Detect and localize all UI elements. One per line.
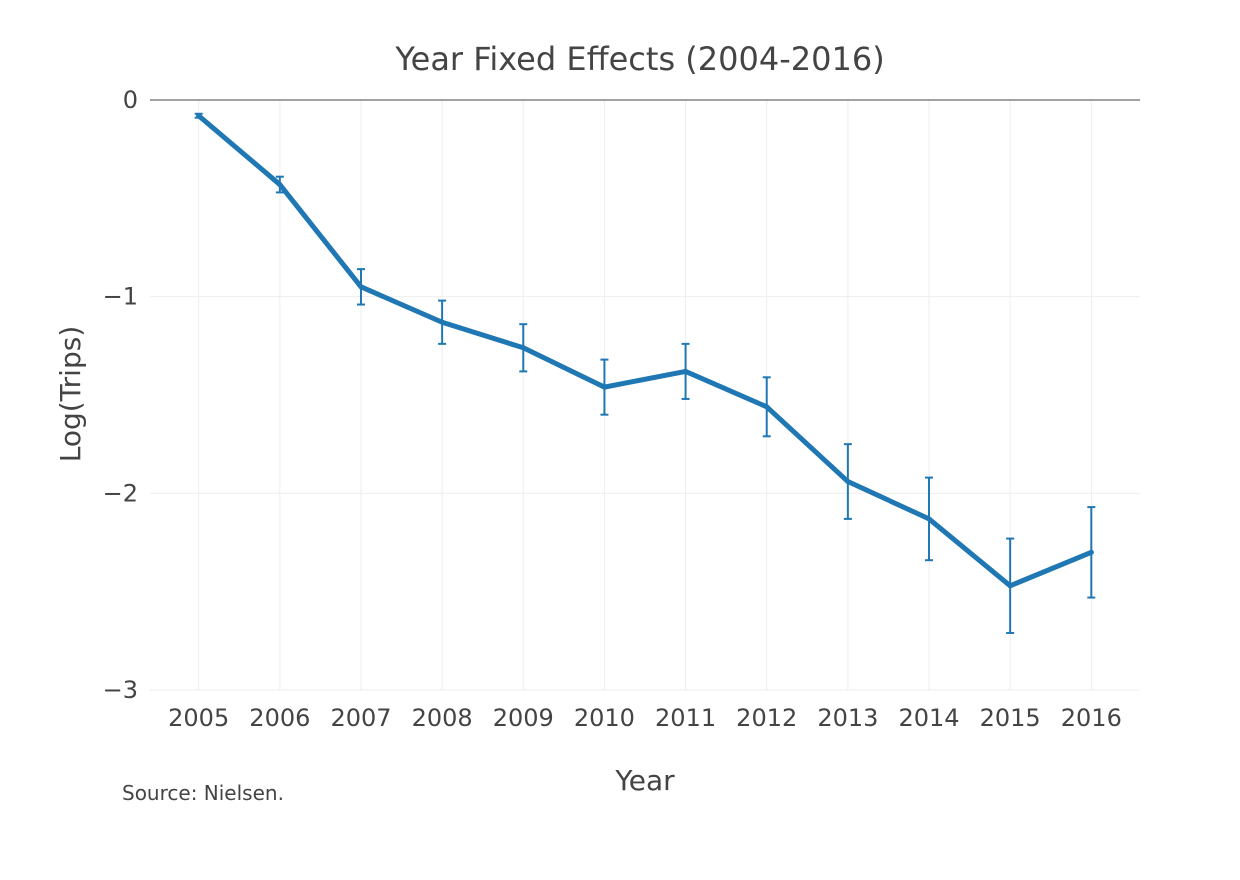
x-tick-label: 2015 [980,704,1041,732]
x-axis-title: Year [614,764,675,797]
x-tick-label: 2012 [736,704,797,732]
x-tick-label: 2005 [168,704,229,732]
x-tick-label: 2010 [574,704,635,732]
y-tick-label: 0 [123,86,138,114]
grid-layer [150,99,1140,691]
data-point [1007,583,1013,589]
data-point [845,479,851,485]
data-point [601,384,607,390]
x-tick-label: 2013 [817,704,878,732]
x-tick-label: 2007 [330,704,391,732]
y-tick-label: −1 [103,283,138,311]
data-point [1088,549,1094,555]
y-tick-label: −3 [103,676,138,704]
y-tick-labels: 0 −1 −2 −3 [103,86,138,704]
data-point [277,182,283,188]
y-tick-label: −2 [103,479,138,507]
x-tick-label: 2006 [249,704,310,732]
data-point [439,319,445,325]
series-layer [196,113,1094,589]
data-point [520,345,526,351]
data-point [196,113,202,119]
x-tick-label: 2014 [898,704,959,732]
x-tick-label: 2011 [655,704,716,732]
x-tick-labels: 2005 2006 2007 2008 2009 2010 2011 2012 2013 2014… [168,704,1122,732]
x-tick-label: 2008 [412,704,473,732]
x-tick-label: 2009 [493,704,554,732]
chart-title: Year Fixed Effects (2004-2016) [394,40,884,78]
series-line [196,113,1094,589]
data-point [683,368,689,374]
data-point [358,284,364,290]
data-point [764,404,770,410]
data-point [926,516,932,522]
x-tick-label: 2016 [1061,704,1122,732]
y-axis-title: Log(Trips) [54,326,87,463]
source-annotation: Source: Nielsen. [122,781,284,805]
error-bars [194,112,1096,634]
